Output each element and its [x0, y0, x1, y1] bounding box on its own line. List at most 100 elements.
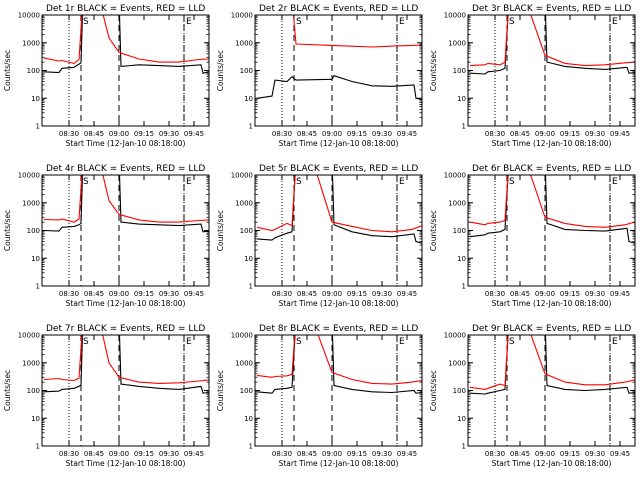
y-tick-label: 10000 [18, 172, 40, 180]
detector-panel-5: S E 1 10 100 1000 10000 08:30 08:45 09:00 09:15 09:… [216, 164, 423, 308]
y-tick-label: 100 [27, 387, 40, 395]
y-tick-label: 100 [453, 67, 466, 75]
x-tick-label: 09:30 [159, 290, 179, 298]
x-tick-label: 09:45 [184, 450, 204, 458]
series-lld-line [469, 15, 635, 67]
series-events-line [256, 75, 422, 101]
x-tick-label: 09:45 [610, 290, 630, 298]
series-events-line [469, 15, 635, 75]
x-tick-label: 09:15 [347, 450, 367, 458]
y-tick-label: 10 [31, 95, 40, 103]
marker-label: E [186, 17, 192, 27]
x-tick-label: 09:30 [372, 450, 392, 458]
x-tick-label: 09:00 [109, 450, 129, 458]
x-tick-label: 08:45 [510, 450, 530, 458]
y-tick-label: 10000 [444, 12, 466, 20]
y-tick-label: 10000 [444, 332, 466, 340]
x-tick-label: 09:00 [535, 450, 555, 458]
y-axis-label: Counts/sec [3, 50, 12, 91]
y-axis-label: Counts/sec [429, 50, 438, 91]
y-tick-label: 100 [27, 67, 40, 75]
x-tick-label: 09:45 [184, 130, 204, 138]
panel-title: Det 6r BLACK = Events, RED = LLD [472, 164, 631, 174]
y-tick-label: 1 [249, 283, 253, 291]
marker-label: S [83, 17, 89, 27]
x-axis-label: Start Time (12-Jan-10 08:18:00) [66, 139, 186, 148]
x-tick-label: 09:00 [109, 130, 129, 138]
marker-label: S [296, 337, 302, 347]
marker-label: E [399, 17, 405, 27]
panel-title: Det 3r BLACK = Events, RED = LLD [472, 4, 631, 14]
x-axis-label: Start Time (12-Jan-10 08:18:00) [492, 299, 612, 308]
x-tick-label: 08:45 [510, 290, 530, 298]
x-tick-label: 08:30 [485, 130, 505, 138]
panel-title: Det 8r BLACK = Events, RED = LLD [259, 324, 418, 334]
y-tick-label: 1000 [448, 39, 466, 47]
marker-label: E [612, 337, 618, 347]
marker-label: E [612, 17, 618, 27]
panel-title: Det 9r BLACK = Events, RED = LLD [472, 324, 631, 334]
panel-title: Det 1r BLACK = Events, RED = LLD [46, 4, 205, 14]
x-tick-label: 09:15 [134, 130, 154, 138]
series-events-line [256, 335, 422, 394]
x-tick-label: 09:00 [322, 130, 342, 138]
y-axis-label: Counts/sec [3, 210, 12, 251]
y-tick-label: 1 [462, 123, 466, 131]
y-axis-label: Counts/sec [3, 370, 12, 411]
x-tick-label: 09:45 [397, 450, 417, 458]
x-tick-label: 08:30 [272, 290, 292, 298]
x-tick-label: 09:45 [610, 130, 630, 138]
x-tick-label: 08:45 [84, 450, 104, 458]
x-tick-label: 09:00 [109, 290, 129, 298]
y-tick-label: 100 [27, 227, 40, 235]
y-axis-label: Counts/sec [429, 210, 438, 251]
x-tick-label: 09:30 [372, 130, 392, 138]
x-tick-label: 08:45 [84, 130, 104, 138]
y-tick-label: 1000 [235, 39, 253, 47]
detector-panel-3: S E 1 10 100 1000 10000 08:30 08:45 09:00 09:15 09:… [429, 4, 636, 148]
y-tick-label: 10 [244, 95, 253, 103]
x-tick-label: 09:30 [159, 130, 179, 138]
series-lld-line [469, 175, 635, 228]
panel-title: Det 2r BLACK = Events, RED = LLD [259, 4, 418, 14]
marker-label: E [612, 177, 618, 187]
y-tick-label: 10000 [231, 12, 253, 20]
panel-title: Det 5r BLACK = Events, RED = LLD [259, 164, 418, 174]
detector-panel-7: S E 1 10 100 1000 10000 08:30 08:45 09:00 09:15 09:… [3, 324, 210, 468]
y-tick-label: 1000 [448, 199, 466, 207]
x-tick-label: 08:30 [272, 450, 292, 458]
y-tick-label: 1 [249, 123, 253, 131]
x-tick-label: 08:30 [272, 130, 292, 138]
series-events-line [43, 175, 209, 233]
y-tick-label: 100 [240, 67, 253, 75]
series-lld-line [43, 175, 209, 223]
series-lld-line [292, 15, 422, 48]
y-tick-label: 10 [457, 255, 466, 263]
y-tick-label: 10 [457, 415, 466, 423]
y-tick-label: 100 [453, 227, 466, 235]
x-tick-label: 09:15 [134, 450, 154, 458]
y-tick-label: 1000 [22, 359, 40, 367]
y-tick-label: 1 [36, 123, 40, 131]
x-tick-label: 09:45 [397, 290, 417, 298]
x-axis-label: Start Time (12-Jan-10 08:18:00) [279, 299, 399, 308]
y-tick-label: 1 [462, 443, 466, 451]
marker-label: S [296, 177, 302, 187]
series-lld-line [256, 175, 422, 233]
x-tick-label: 08:45 [297, 130, 317, 138]
series-events-line [43, 15, 209, 74]
y-tick-label: 1000 [235, 199, 253, 207]
x-axis-label: Start Time (12-Jan-10 08:18:00) [66, 459, 186, 468]
y-tick-label: 1000 [448, 359, 466, 367]
y-tick-label: 10 [244, 415, 253, 423]
series-events-line [469, 335, 635, 395]
x-axis-label: Start Time (12-Jan-10 08:18:00) [492, 459, 612, 468]
x-tick-label: 08:30 [59, 130, 79, 138]
x-tick-label: 09:00 [535, 290, 555, 298]
x-tick-label: 09:15 [560, 290, 580, 298]
marker-label: E [399, 337, 405, 347]
detector-panel-4: S E 1 10 100 1000 10000 08:30 08:45 09:00 09:15 09:… [3, 164, 210, 308]
marker-label: E [186, 337, 192, 347]
x-tick-label: 09:45 [610, 450, 630, 458]
